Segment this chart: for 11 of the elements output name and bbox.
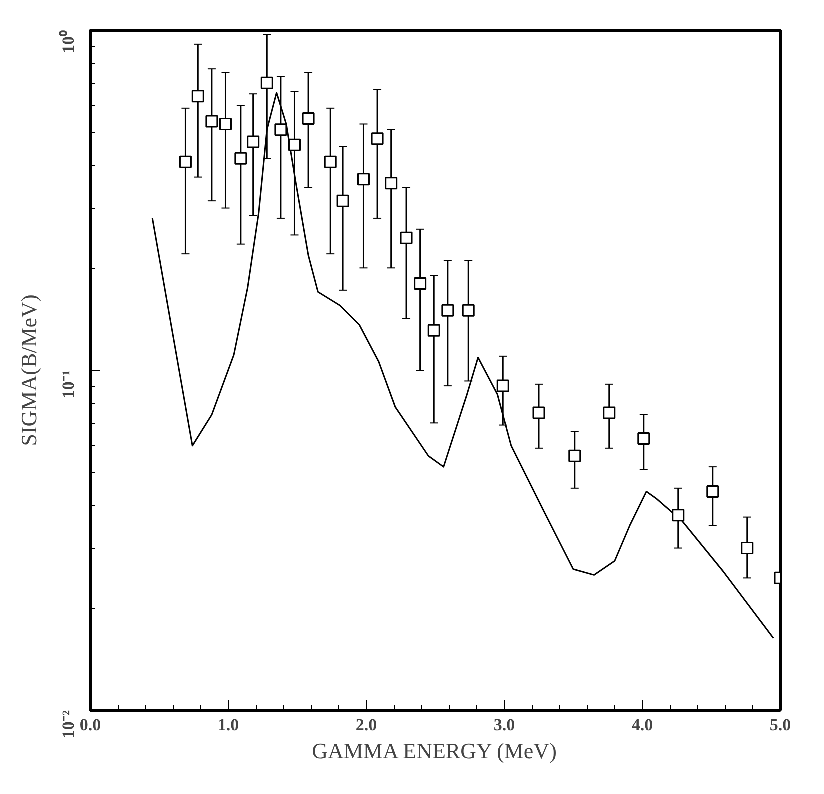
x-tick-label: 0.0 bbox=[80, 716, 102, 734]
y-tick-label: 10⁰ bbox=[59, 30, 78, 54]
y-tick-label: 10⁻¹ bbox=[59, 370, 78, 399]
x-tick-label: 1.0 bbox=[218, 716, 240, 734]
x-tick-label: 3.0 bbox=[494, 716, 516, 734]
y-axis-title: SIGMA(B/MeV) bbox=[16, 294, 42, 446]
x-tick-label: 4.0 bbox=[632, 716, 654, 734]
x-tick-label: 5.0 bbox=[770, 716, 792, 734]
x-tick-label: 2.0 bbox=[356, 716, 378, 734]
x-axis-title: GAMMA ENERGY (MeV) bbox=[312, 738, 557, 764]
y-tick-label: 10⁻² bbox=[59, 710, 78, 739]
